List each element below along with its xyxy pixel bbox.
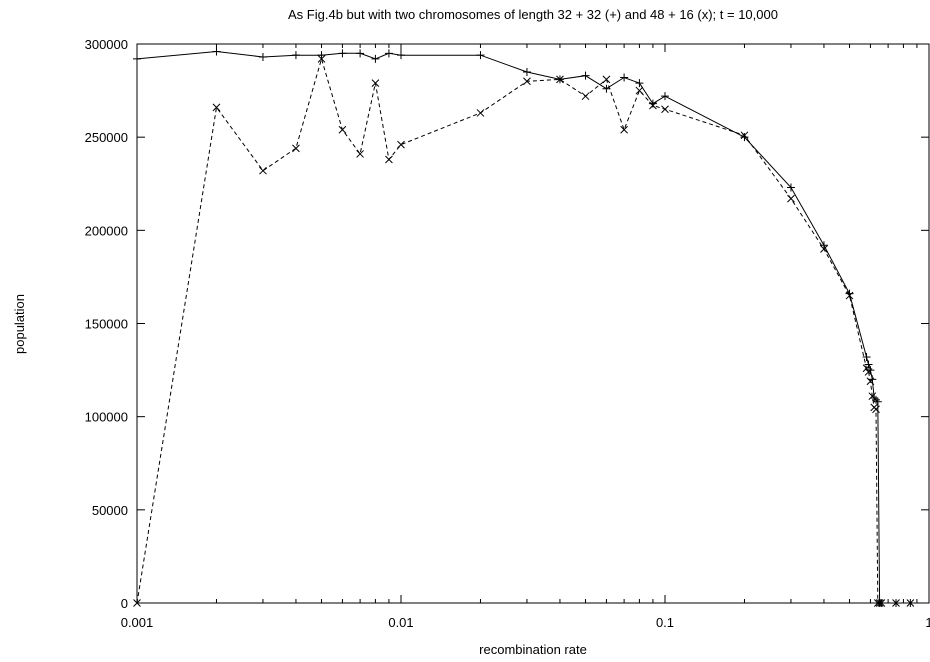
x-tick-label: 0.001 [121, 615, 154, 630]
series-line [136, 50, 911, 604]
data-point-plus [661, 92, 669, 101]
data-point-plus [620, 73, 629, 82]
data-point-cross [740, 131, 749, 140]
data-point-cross [356, 150, 364, 158]
data-point-cross [317, 55, 326, 63]
data-point-cross [338, 125, 347, 134]
plot-frame [136, 43, 930, 604]
data-point-cross [872, 405, 880, 414]
data-point-cross [620, 125, 628, 134]
series-layer [133, 47, 915, 607]
data-point-cross [649, 101, 657, 110]
data-point-cross [602, 75, 611, 84]
y-tick-label: 0 [121, 596, 128, 611]
y-axis: 0 50000 100000 150000 200000 250000 300000 [85, 37, 929, 611]
data-point-cross [892, 599, 900, 607]
data-point-cross [635, 86, 644, 95]
data-point-plus [338, 49, 347, 58]
data-point-plus [397, 51, 405, 60]
data-point-cross [906, 599, 915, 607]
data-point-cross [864, 368, 873, 376]
data-point-plus [602, 84, 611, 93]
data-point-plus [133, 54, 141, 63]
series-1 [133, 47, 915, 607]
data-point-plus [212, 47, 221, 56]
x-tick-label: 0.1 [656, 615, 674, 630]
data-point-plus [873, 397, 882, 406]
y-tick-label: 150000 [85, 317, 128, 332]
data-point-cross [212, 103, 221, 112]
data-point-plus [476, 51, 485, 60]
data-point-cross [873, 599, 882, 607]
x-tick-label: 1 [925, 615, 930, 630]
y-axis-label: population [12, 294, 27, 354]
data-point-cross [292, 144, 300, 153]
data-point-cross [556, 75, 564, 84]
data-point-cross [787, 194, 795, 203]
data-point-plus [317, 51, 326, 60]
data-point-cross [397, 140, 405, 149]
data-point-cross [820, 245, 828, 253]
data-point-cross [868, 392, 877, 401]
y-tick-label: 300000 [85, 37, 128, 52]
data-point-plus [648, 99, 657, 108]
series-line [136, 57, 911, 604]
y-tick-label: 200000 [85, 223, 128, 238]
data-point-plus [356, 49, 365, 58]
data-point-plus [581, 71, 590, 80]
data-point-cross [866, 377, 875, 386]
data-point-plus [635, 79, 644, 88]
y-tick-label: 50000 [92, 503, 128, 518]
data-point-plus [371, 54, 380, 63]
x-axis: 0.001 0.01 0.1 1 [121, 44, 930, 630]
data-point-cross [523, 77, 531, 86]
data-point-cross [875, 599, 884, 607]
data-point-cross [371, 79, 380, 87]
x-axis-label: recombination rate [479, 642, 587, 657]
data-point-plus [864, 360, 873, 369]
data-point-cross [259, 166, 267, 175]
y-tick-label: 100000 [85, 410, 128, 425]
data-point-cross [661, 105, 669, 114]
y-tick-label: 250000 [85, 130, 128, 145]
chart-title: As Fig.4b but with two chromosomes of le… [288, 7, 778, 22]
data-point-cross [581, 92, 590, 101]
data-point-cross [877, 599, 886, 607]
data-point-plus [384, 49, 393, 58]
data-point-cross [385, 155, 393, 164]
data-point-plus [845, 289, 854, 298]
data-point-plus [740, 133, 749, 142]
data-point-plus [522, 67, 531, 76]
data-point-plus [291, 51, 300, 60]
data-point-plus [258, 53, 267, 62]
data-point-plus [786, 183, 795, 192]
series-2 [133, 55, 915, 607]
data-point-cross [862, 364, 871, 373]
data-point-cross [845, 291, 854, 300]
x-tick-label: 0.01 [388, 615, 413, 630]
data-point-cross [133, 599, 141, 607]
data-point-plus [862, 353, 871, 362]
data-point-cross [476, 109, 485, 117]
